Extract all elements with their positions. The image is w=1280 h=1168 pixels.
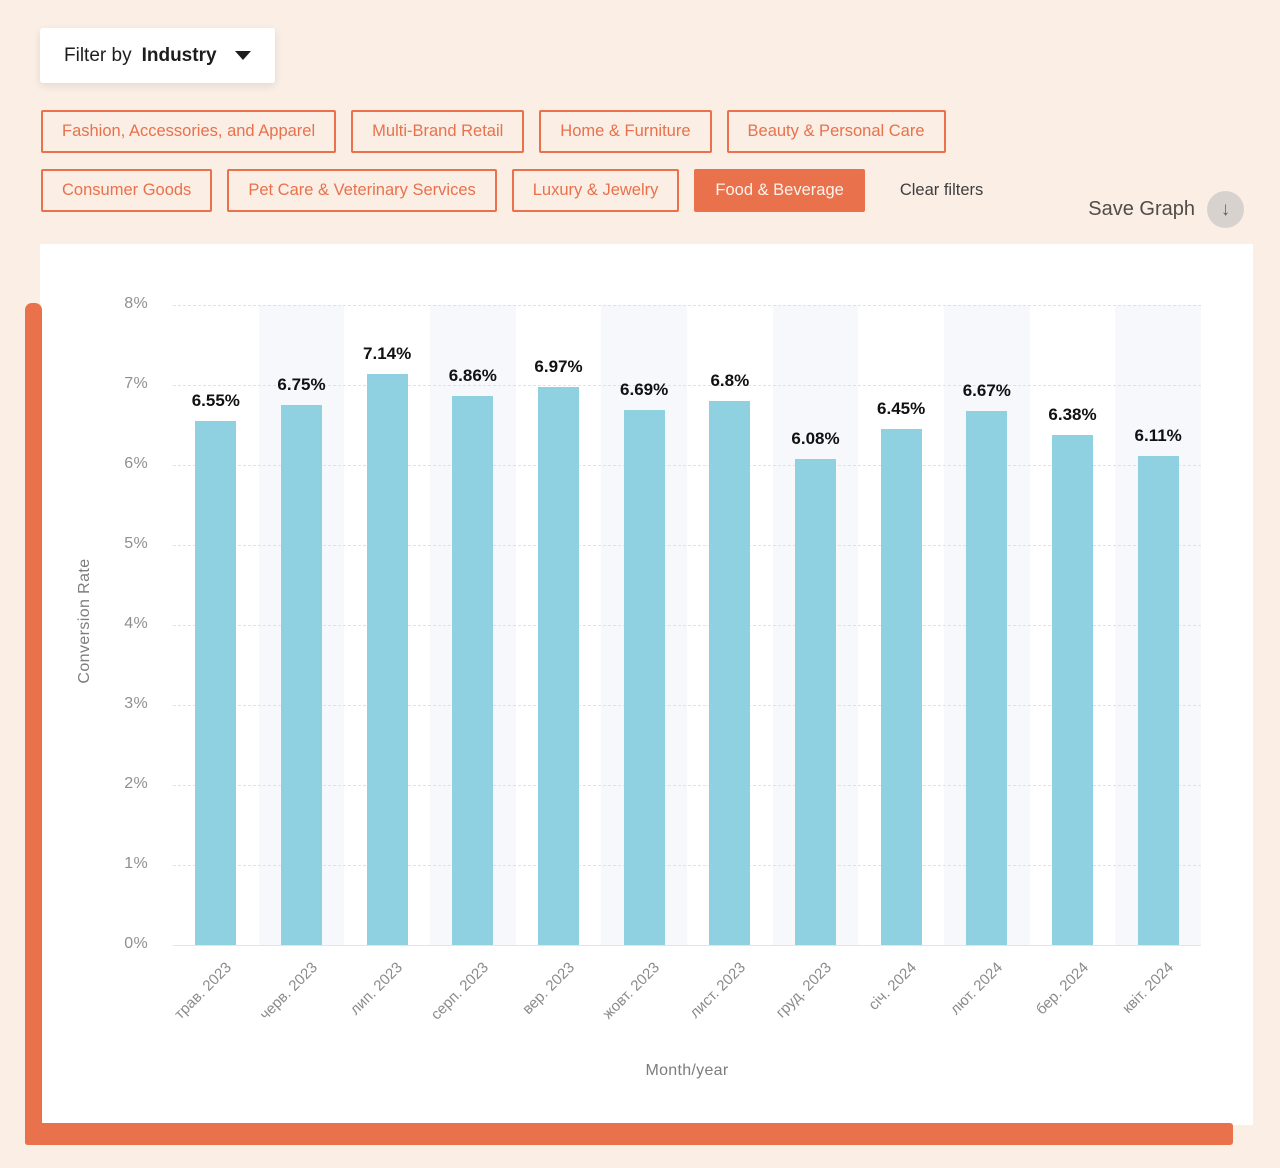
bar-жовт-2023[interactable]: [623, 409, 665, 945]
bar-черв-2023[interactable]: [281, 405, 322, 945]
gridline: [173, 705, 1201, 706]
y-axis-tick-label: 4%: [124, 615, 148, 632]
bar-вер-2023[interactable]: [538, 387, 579, 945]
x-axis-tick-label: лист. 2023: [686, 959, 749, 1022]
x-axis-tick-label: січ. 2024: [865, 959, 921, 1014]
bar-value-label: 6.86%: [448, 366, 497, 386]
save-graph-label: Save Graph: [1088, 198, 1195, 220]
filter-chip-luxury-jewelry[interactable]: Luxury & Jewelry: [511, 169, 680, 212]
bar-лют-2024[interactable]: [966, 411, 1008, 945]
x-axis-tick-label: серп. 2023: [427, 959, 492, 1024]
filter-by-dropdown[interactable]: Filter by Industry: [40, 28, 275, 83]
bar-value-label: 6.38%: [1048, 404, 1097, 424]
bar-лип-2023[interactable]: [366, 373, 408, 945]
y-axis-tick-label: 2%: [124, 775, 148, 792]
gridline: [173, 545, 1201, 546]
y-axis-tick-label: 7%: [124, 375, 148, 392]
filter-chip-fashion-accessories-and-apparel[interactable]: Fashion, Accessories, and Apparel: [41, 110, 337, 153]
gridline: [173, 945, 1201, 946]
bar-value-label: 6.45%: [877, 399, 926, 418]
y-axis-tick-label: 0%: [124, 935, 148, 952]
x-axis-tick-label: бер. 2024: [1032, 959, 1092, 1019]
filter-chip-consumer-goods[interactable]: Consumer Goods: [41, 169, 213, 212]
gridline: [173, 305, 1201, 306]
x-axis-tick-label: жовт. 2023: [599, 959, 664, 1023]
chart-card: Conversion Rate Month/year 0% 1% 2% 3% 4% 5% 6…: [40, 244, 1253, 1125]
y-axis-tick-label: 1%: [124, 855, 148, 872]
bar-value-label: 6.97%: [534, 357, 583, 377]
bar-value-label: 6.67%: [962, 381, 1011, 401]
bar-value-label: 6.55%: [191, 391, 240, 410]
filter-chip-home-furniture[interactable]: Home & Furniture: [539, 110, 712, 153]
y-axis-tick-label: 6%: [124, 455, 148, 472]
y-axis-tick-label: 3%: [124, 695, 148, 712]
bar-лист-2023[interactable]: [709, 401, 751, 945]
bar-value-label: 6.69%: [620, 379, 669, 399]
x-axis-tick-label: лип. 2023: [346, 959, 407, 1019]
x-axis-title: Month/year: [645, 1062, 729, 1079]
x-axis-tick-label: квіт. 2024: [1119, 959, 1178, 1017]
bar-трав-2023[interactable]: [195, 421, 237, 945]
industry-chips: Fashion, Accessories, and Apparel Multi-B…: [41, 110, 1086, 212]
x-axis-tick-label: груд. 2023: [772, 959, 835, 1022]
bar-value-label: 7.14%: [363, 343, 412, 363]
filter-chip-multi-brand-retail[interactable]: Multi-Brand Retail: [351, 110, 525, 153]
bar-січ-2024[interactable]: [880, 429, 922, 945]
brush-stroke-left: [25, 303, 42, 1145]
gridline: [173, 385, 1201, 386]
save-graph-button[interactable]: Save Graph ↓: [1082, 190, 1250, 229]
filter-chip-food-beverage[interactable]: Food & Beverage: [694, 169, 865, 212]
filter-by-label: Filter by: [64, 44, 132, 66]
gridline: [173, 865, 1201, 866]
x-axis-tick-label: вер. 2023: [518, 959, 578, 1018]
bar-бер-2024[interactable]: [1052, 434, 1093, 945]
chevron-down-icon: [234, 51, 251, 60]
bar-квіт-2024[interactable]: [1137, 456, 1179, 945]
bar-серп-2023[interactable]: [452, 396, 494, 945]
y-axis-tick-label: 5%: [124, 535, 148, 552]
x-axis-tick-label: трав. 2023: [171, 959, 235, 1023]
bar-value-label: 6.75%: [277, 375, 326, 394]
download-arrow-icon: ↓: [1207, 191, 1244, 228]
filter-by-value: Industry: [141, 44, 217, 66]
gridline: [173, 785, 1201, 786]
gridline: [173, 625, 1201, 626]
bar-груд-2023[interactable]: [795, 458, 836, 945]
gridline: [173, 465, 1201, 466]
clear-filters-button[interactable]: Clear filters: [894, 180, 989, 201]
x-axis-tick-label: черв. 2023: [256, 959, 321, 1024]
bar-value-label: 6.08%: [791, 428, 840, 448]
brush-stroke-bottom: [25, 1123, 1233, 1145]
x-axis-tick-label: лют. 2024: [946, 959, 1006, 1019]
filter-chip-beauty-personal-care[interactable]: Beauty & Personal Care: [726, 110, 946, 153]
filter-chip-pet-care-veterinary-services[interactable]: Pet Care & Veterinary Services: [227, 169, 497, 212]
bar-value-label: 6.11%: [1134, 426, 1182, 446]
y-axis-tick-label: 8%: [124, 295, 148, 312]
bar-value-label: 6.8%: [710, 371, 750, 390]
